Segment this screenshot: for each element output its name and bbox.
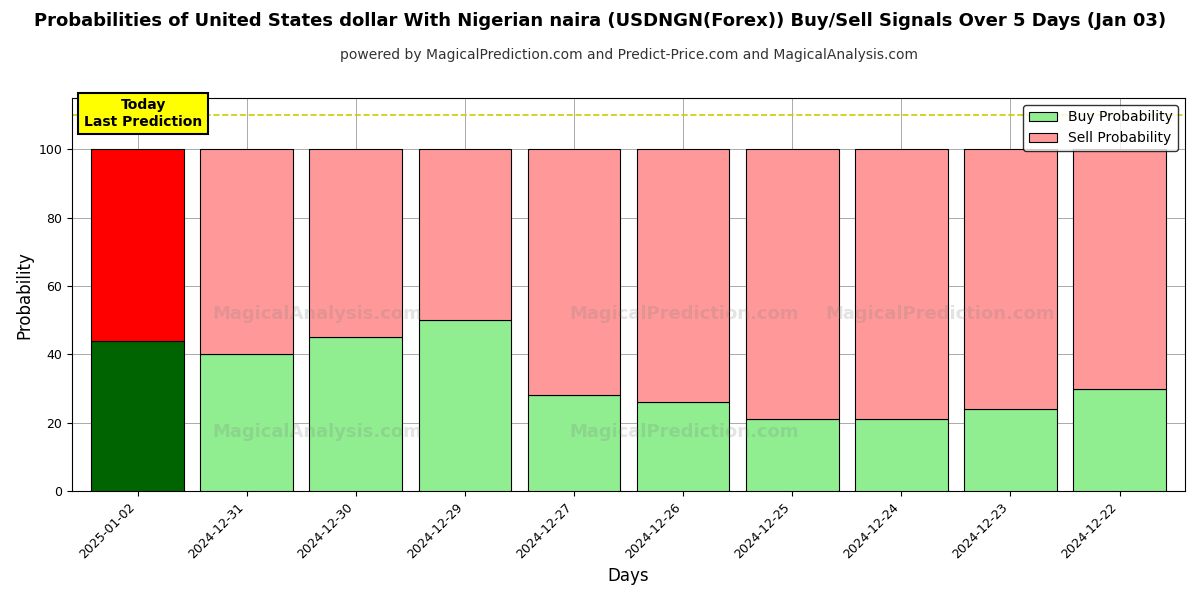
Legend: Buy Probability, Sell Probability: Buy Probability, Sell Probability xyxy=(1024,105,1178,151)
X-axis label: Days: Days xyxy=(607,567,649,585)
Bar xyxy=(1073,389,1166,491)
Bar xyxy=(746,149,839,419)
Bar xyxy=(1073,149,1166,389)
Text: MagicalAnalysis.com: MagicalAnalysis.com xyxy=(212,423,422,441)
Bar xyxy=(637,403,730,491)
Bar xyxy=(419,320,511,491)
Bar xyxy=(637,149,730,403)
Bar xyxy=(91,341,184,491)
Text: Today
Last Prediction: Today Last Prediction xyxy=(84,98,202,128)
Text: Probabilities of United States dollar With Nigerian naira (USDNGN(Forex)) Buy/Se: Probabilities of United States dollar Wi… xyxy=(34,12,1166,30)
Text: MagicalPrediction.com: MagicalPrediction.com xyxy=(570,305,799,323)
Bar xyxy=(746,419,839,491)
Bar xyxy=(854,149,948,419)
Bar xyxy=(528,149,620,395)
Text: MagicalPrediction.com: MagicalPrediction.com xyxy=(570,423,799,441)
Bar xyxy=(528,395,620,491)
Bar xyxy=(419,149,511,320)
Bar xyxy=(854,419,948,491)
Bar xyxy=(91,149,184,341)
Bar xyxy=(310,149,402,337)
Title: powered by MagicalPrediction.com and Predict-Price.com and MagicalAnalysis.com: powered by MagicalPrediction.com and Pre… xyxy=(340,48,918,62)
Bar xyxy=(964,409,1057,491)
Bar xyxy=(200,149,293,355)
Text: MagicalPrediction.com: MagicalPrediction.com xyxy=(826,305,1055,323)
Text: MagicalAnalysis.com: MagicalAnalysis.com xyxy=(212,305,422,323)
Y-axis label: Probability: Probability xyxy=(16,251,34,338)
Bar xyxy=(310,337,402,491)
Bar xyxy=(200,355,293,491)
Bar xyxy=(964,149,1057,409)
